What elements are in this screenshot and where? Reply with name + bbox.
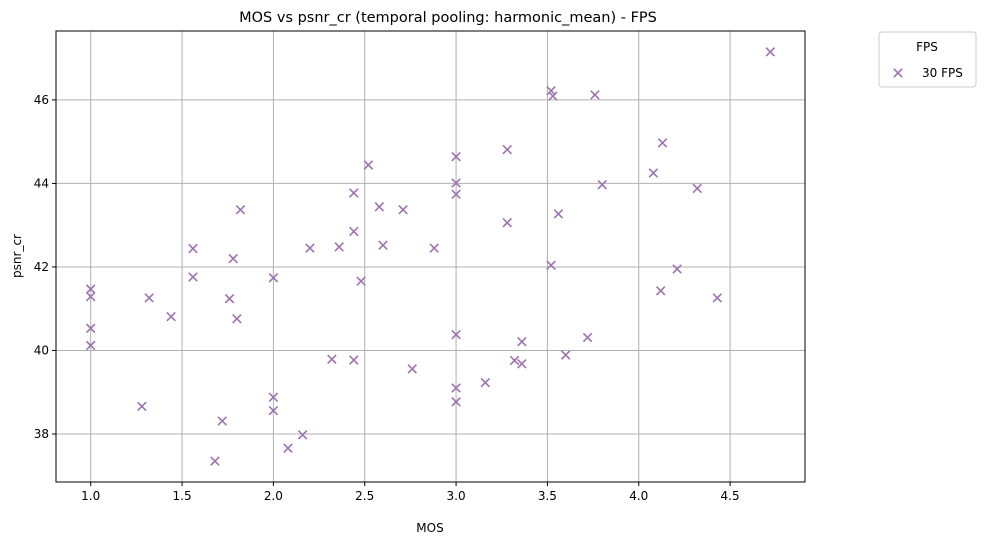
data-point (283, 443, 293, 453)
plot-area-frame (55, 30, 806, 483)
data-point (228, 253, 238, 264)
axis-ticks: 1.0 1.5 2.0 2.5 3.0 3.5 4.0 4.5 38 40 42 44 46 (34, 93, 740, 503)
data-point (144, 293, 154, 303)
y-tick-label: 42 (34, 260, 49, 274)
data-point (672, 264, 682, 274)
data-point (692, 183, 702, 194)
data-point (451, 329, 461, 340)
data-point (349, 188, 359, 198)
x-tick-label: 4.5 (721, 489, 740, 503)
legend-title: FPS (916, 40, 938, 54)
grid (56, 31, 805, 482)
x-tick-label: 2.0 (264, 489, 283, 503)
data-point (560, 350, 571, 360)
data-point (398, 204, 408, 215)
data-point (374, 202, 385, 212)
data-point (378, 240, 388, 250)
data-point (224, 293, 235, 304)
data-point (655, 285, 666, 296)
data-point (85, 340, 96, 351)
data-point (349, 355, 359, 365)
data-point (268, 392, 279, 402)
data-point (517, 359, 527, 369)
y-tick-label: 46 (34, 93, 49, 107)
data-point (451, 178, 461, 188)
data-point (553, 209, 564, 219)
data-point (297, 430, 308, 440)
data-point (597, 179, 607, 190)
data-point (451, 397, 461, 407)
data-point (582, 332, 593, 343)
data-point (232, 313, 242, 324)
x-axis-title: MOS (416, 521, 443, 535)
data-point (217, 416, 228, 426)
data-point (334, 242, 344, 252)
data-point (305, 243, 315, 253)
data-point (480, 377, 491, 388)
data-point (85, 284, 96, 294)
y-tick-label: 40 (34, 343, 49, 357)
legend: FPS 30 FPS (878, 31, 977, 88)
y-tick-label: 44 (34, 176, 49, 190)
y-axis-title: psnr_cr (10, 234, 24, 278)
data-point (546, 85, 556, 96)
chart-title: MOS vs psnr_cr (temporal pooling: harmon… (239, 10, 657, 26)
data-point (363, 160, 374, 170)
x-tick-label: 3.0 (447, 489, 466, 503)
x-tick-label: 1.0 (81, 489, 100, 503)
data-point (451, 189, 461, 200)
data-point (268, 273, 279, 283)
data-point (137, 401, 147, 412)
data-point (268, 405, 279, 416)
data-point (429, 243, 439, 253)
data-point (349, 226, 359, 237)
legend-marker-30-fps (893, 68, 903, 78)
data-point (502, 144, 512, 155)
data-point (502, 217, 512, 228)
data-point (451, 383, 461, 393)
data-point (648, 168, 659, 178)
data-point (327, 354, 337, 364)
y-tick-label: 38 (34, 427, 49, 441)
data-point (548, 91, 558, 101)
data-point (517, 336, 527, 347)
x-tick-label: 3.5 (538, 489, 557, 503)
data-point (85, 291, 96, 302)
legend-marker-icon (893, 68, 903, 78)
data-point (85, 323, 96, 334)
data-point (407, 364, 417, 374)
legend-label-30-fps: 30 FPS (922, 66, 963, 80)
x-tick-label: 4.0 (629, 489, 648, 503)
data-point (188, 243, 198, 254)
x-tick-label: 2.5 (355, 489, 374, 503)
data-point (712, 293, 723, 303)
data-point (188, 272, 198, 282)
x-tick-label: 1.5 (173, 489, 192, 503)
data-point (590, 90, 600, 100)
data-point (451, 151, 461, 162)
data-point (509, 355, 520, 366)
legend-box (878, 31, 977, 88)
data-point (356, 276, 366, 286)
data-point (166, 311, 176, 322)
data-point (235, 204, 246, 215)
data-points (85, 47, 776, 466)
data-point (210, 456, 220, 466)
data-point (546, 260, 556, 271)
data-point (765, 47, 776, 57)
data-point (657, 138, 668, 148)
